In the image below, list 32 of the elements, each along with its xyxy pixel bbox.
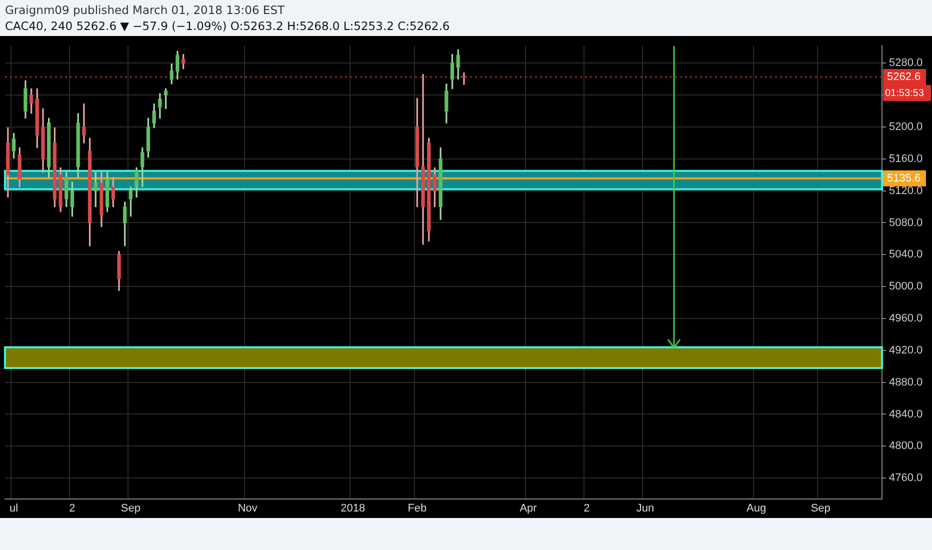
y-tick-label: 5000.0 <box>889 280 923 293</box>
x-tick-label: 2 <box>69 502 76 514</box>
y-tick-label: 4960.0 <box>889 312 923 325</box>
y-tick-label: 4920.0 <box>889 344 923 356</box>
y-tick-label: 4760.0 <box>889 472 923 484</box>
y-tick-label: 5280.0 <box>889 57 923 70</box>
x-tick-label: ul <box>9 502 18 514</box>
annotation: 01:53:53 <box>885 88 924 99</box>
y-tick-label: 5080.0 <box>889 216 923 229</box>
ref-line-label: 5262.6 <box>887 71 921 84</box>
y-tick-label: 4800.0 <box>889 440 923 452</box>
candlestick <box>421 74 425 245</box>
candlestick <box>462 72 466 85</box>
x-tick-label: Feb <box>408 502 427 514</box>
x-tick-label: Aug <box>746 502 766 514</box>
x-tick-label: 2 <box>584 502 590 514</box>
candlestick <box>82 104 86 144</box>
y-tick-label: 5040.0 <box>889 248 923 261</box>
chart-subtitle: Graignm09 published March 01, 2018 13:06 EST <box>5 2 286 18</box>
chart-title: CAC40, 240 5262.6 ▼ −57.9 (−1.09%) O:5263.2 H:5268.0 L:5253.2 C:5262.6 <box>5 18 451 34</box>
x-tick-label: 2018 <box>340 502 366 514</box>
y-tick-label: 4880.0 <box>889 376 923 388</box>
y-tick-label: 5200.0 <box>889 121 923 134</box>
ref-line-label: 5135.6 <box>887 172 921 184</box>
x-tick-label: Jun <box>636 502 654 514</box>
x-tick-label: Sep <box>810 502 830 514</box>
x-tick-label: Nov <box>238 502 258 514</box>
x-tick-label: Sep <box>120 502 140 514</box>
x-tick-label: Apr <box>520 502 538 514</box>
y-tick-label: 4840.0 <box>889 408 923 420</box>
y-tick-label: 5120.0 <box>889 184 923 197</box>
y-tick-label: 5160.0 <box>889 152 923 165</box>
